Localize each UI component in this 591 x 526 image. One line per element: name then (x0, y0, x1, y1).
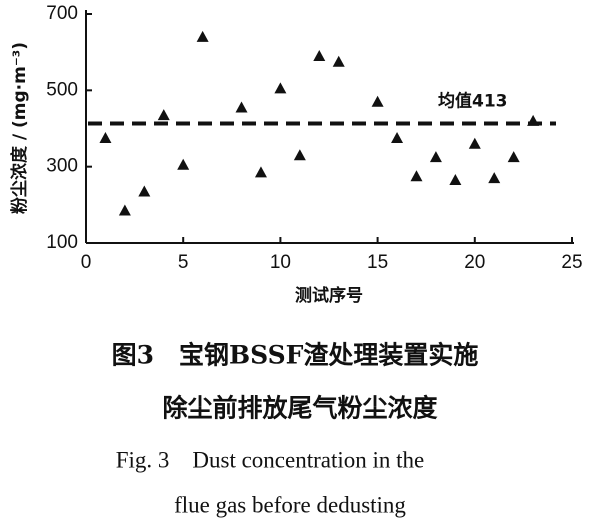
x-tick-label: 5 (178, 252, 189, 273)
triangle-point (449, 174, 462, 186)
mean-label: 均值413 (438, 91, 508, 112)
x-axis-label: 测试序号 (295, 285, 363, 306)
triangle-point (196, 30, 209, 42)
triangle-point (254, 166, 267, 178)
triangle-point (177, 158, 190, 170)
x-tick-label: 25 (561, 252, 582, 273)
x-tick-label: 15 (367, 252, 388, 273)
triangle-point (99, 132, 112, 144)
triangle-point (313, 49, 326, 61)
triangle-point (527, 114, 540, 126)
triangle-point (507, 151, 520, 163)
triangle-point (274, 82, 287, 94)
triangle-point (138, 185, 151, 197)
x-tick-label: 0 (81, 252, 92, 273)
triangle-point (332, 55, 345, 67)
triangle-point (371, 95, 384, 107)
caption: 除尘前排放尾气粉尘浓度 (162, 394, 437, 423)
triangle-point (488, 172, 501, 184)
y-tick-label: 500 (46, 79, 78, 100)
caption: flue gas before dedusting (174, 492, 406, 517)
triangle-point (118, 204, 131, 216)
caption: 图3 宝钢BSSF渣处理装置实施 (112, 341, 479, 370)
y-tick-label: 300 (46, 156, 78, 177)
triangle-point (235, 101, 248, 113)
triangle-point (468, 137, 481, 149)
caption: Fig. 3 Dust concentration in the (116, 447, 425, 472)
triangle-point (391, 132, 404, 144)
y-tick-label: 700 (46, 3, 78, 24)
y-tick-label: 100 (46, 232, 78, 253)
triangle-point (429, 151, 442, 163)
x-tick-label: 20 (464, 252, 485, 273)
triangle-point (157, 109, 170, 121)
y-axis-label: 粉尘浓度 / (mg·m⁻³) (9, 42, 30, 214)
triangle-point (293, 149, 306, 161)
triangle-point (410, 170, 423, 182)
x-tick-label: 10 (270, 252, 291, 273)
